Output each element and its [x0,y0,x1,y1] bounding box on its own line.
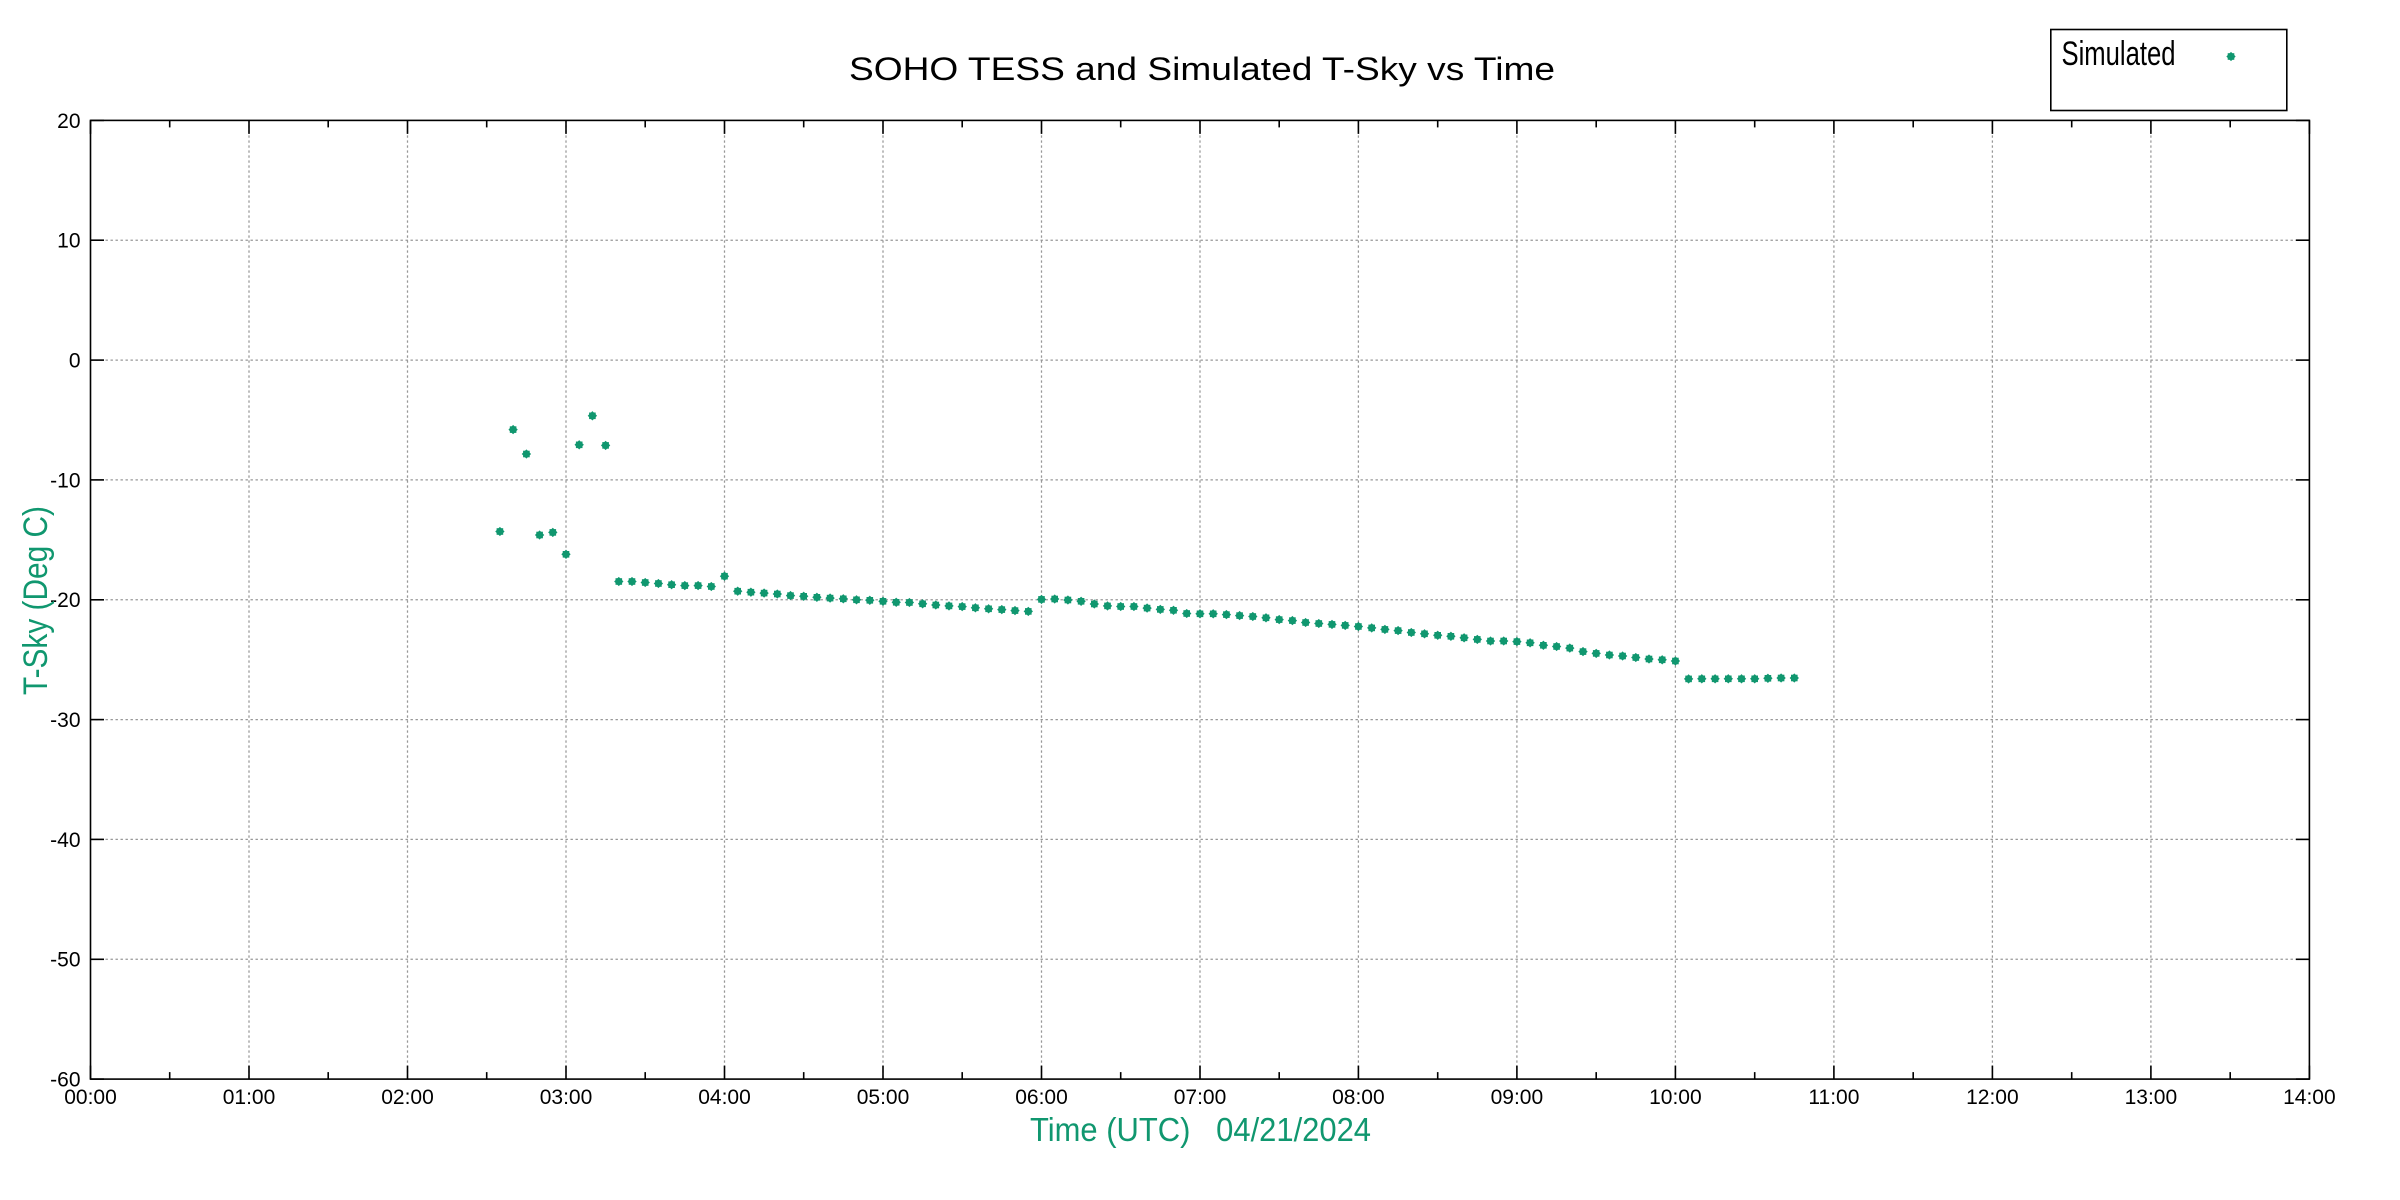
svg-text:-50: -50 [50,949,80,972]
svg-text:12:00: 12:00 [1966,1086,2019,1109]
svg-text:04:00: 04:00 [698,1086,751,1109]
svg-text:10:00: 10:00 [1649,1086,1702,1109]
svg-text:SOHO TESS and Simulated T-Sky: SOHO TESS and Simulated T-Sky vs Time [849,51,1555,87]
svg-text:-30: -30 [50,709,80,732]
svg-text:-40: -40 [50,829,80,852]
svg-text:01:00: 01:00 [223,1086,276,1109]
svg-text:07:00: 07:00 [1174,1086,1227,1109]
svg-text:0: 0 [69,350,81,373]
svg-text:T-Sky (Deg C): T-Sky (Deg C) [17,506,55,695]
svg-text:14:00: 14:00 [2283,1086,2336,1109]
svg-text:11:00: 11:00 [1808,1086,1859,1109]
svg-text:-20: -20 [50,589,80,612]
svg-text:-10: -10 [50,469,80,492]
svg-text:Simulated: Simulated [2062,35,2176,73]
svg-text:05:00: 05:00 [857,1086,910,1109]
svg-text:Time (UTC) 04/21/2024: Time (UTC) 04/21/2024 [1030,1111,1371,1148]
svg-text:00:00: 00:00 [64,1086,117,1109]
svg-text:02:00: 02:00 [381,1086,434,1109]
svg-text:03:00: 03:00 [540,1086,593,1109]
svg-text:09:00: 09:00 [1491,1086,1544,1109]
svg-text:20: 20 [57,110,80,133]
svg-text:10: 10 [57,230,80,253]
svg-text:-60: -60 [50,1069,80,1092]
svg-text:08:00: 08:00 [1332,1086,1385,1109]
svg-text:13:00: 13:00 [2125,1086,2178,1109]
svg-text:06:00: 06:00 [1015,1086,1068,1109]
